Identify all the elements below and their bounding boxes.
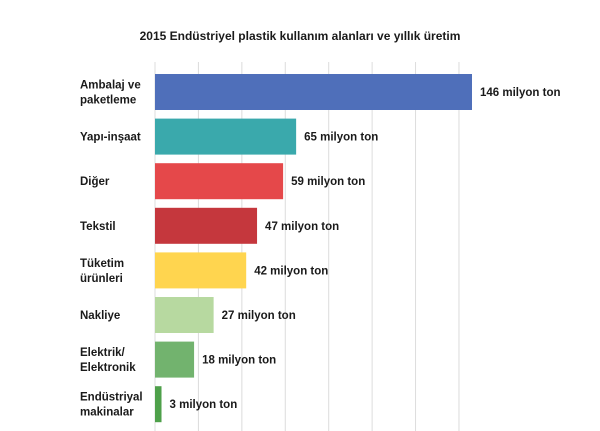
category-label: Ambalaj ve paketleme: [80, 80, 141, 107]
bar: [155, 118, 297, 155]
category-label: Yapı-inşaat: [80, 132, 141, 144]
value-label: 3 milyon ton: [170, 399, 238, 411]
bar: [155, 386, 162, 423]
value-label: 146 milyon ton: [480, 87, 561, 99]
value-label: 65 milyon ton: [304, 132, 378, 144]
bar: [155, 341, 195, 378]
gridlines: [154, 62, 460, 431]
category-label: Endüstriyal makinalar: [80, 392, 143, 419]
value-label: 59 milyon ton: [291, 176, 365, 188]
category-label: Diğer: [80, 176, 110, 188]
bar: [155, 297, 214, 333]
bars: [155, 74, 472, 423]
category-label: Tekstil: [80, 221, 116, 233]
category-label: Tüketim ürünleri: [80, 258, 124, 285]
value-label: 18 milyon ton: [202, 355, 276, 367]
category-label: Elektrik/Elektronik: [80, 347, 136, 374]
value-label: 47 milyon ton: [265, 221, 339, 233]
bar: [155, 252, 247, 289]
value-labels: 146 milyon ton 65 milyon ton 59 milyon ton…: [170, 87, 561, 411]
category-label: Nakliye: [80, 310, 120, 322]
bar: [155, 163, 284, 200]
value-label: 27 milyon ton: [222, 310, 296, 322]
value-label: 42 milyon ton: [254, 265, 328, 277]
bar: [155, 74, 472, 110]
bar: [155, 207, 258, 244]
chart-title: 2015 Endüstriyel plastik kullanım alanla…: [140, 29, 461, 43]
category-labels: Ambalaj ve paketleme Yapı-inşaat Diğer Tekst…: [80, 80, 143, 419]
